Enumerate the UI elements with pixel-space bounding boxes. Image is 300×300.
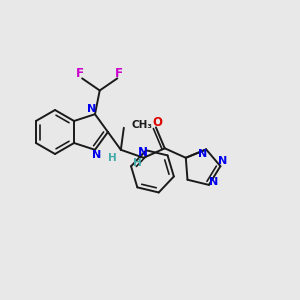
Text: N: N <box>218 156 227 166</box>
Text: F: F <box>76 67 84 80</box>
Text: H: H <box>109 153 117 163</box>
Text: N: N <box>197 149 207 159</box>
Text: O: O <box>152 116 162 129</box>
Text: CH₃: CH₃ <box>132 120 153 130</box>
Text: F: F <box>115 67 123 80</box>
Text: H: H <box>133 158 142 168</box>
Text: N: N <box>209 177 218 187</box>
Text: N: N <box>87 104 97 114</box>
Text: N: N <box>138 146 148 159</box>
Text: N: N <box>92 150 102 160</box>
